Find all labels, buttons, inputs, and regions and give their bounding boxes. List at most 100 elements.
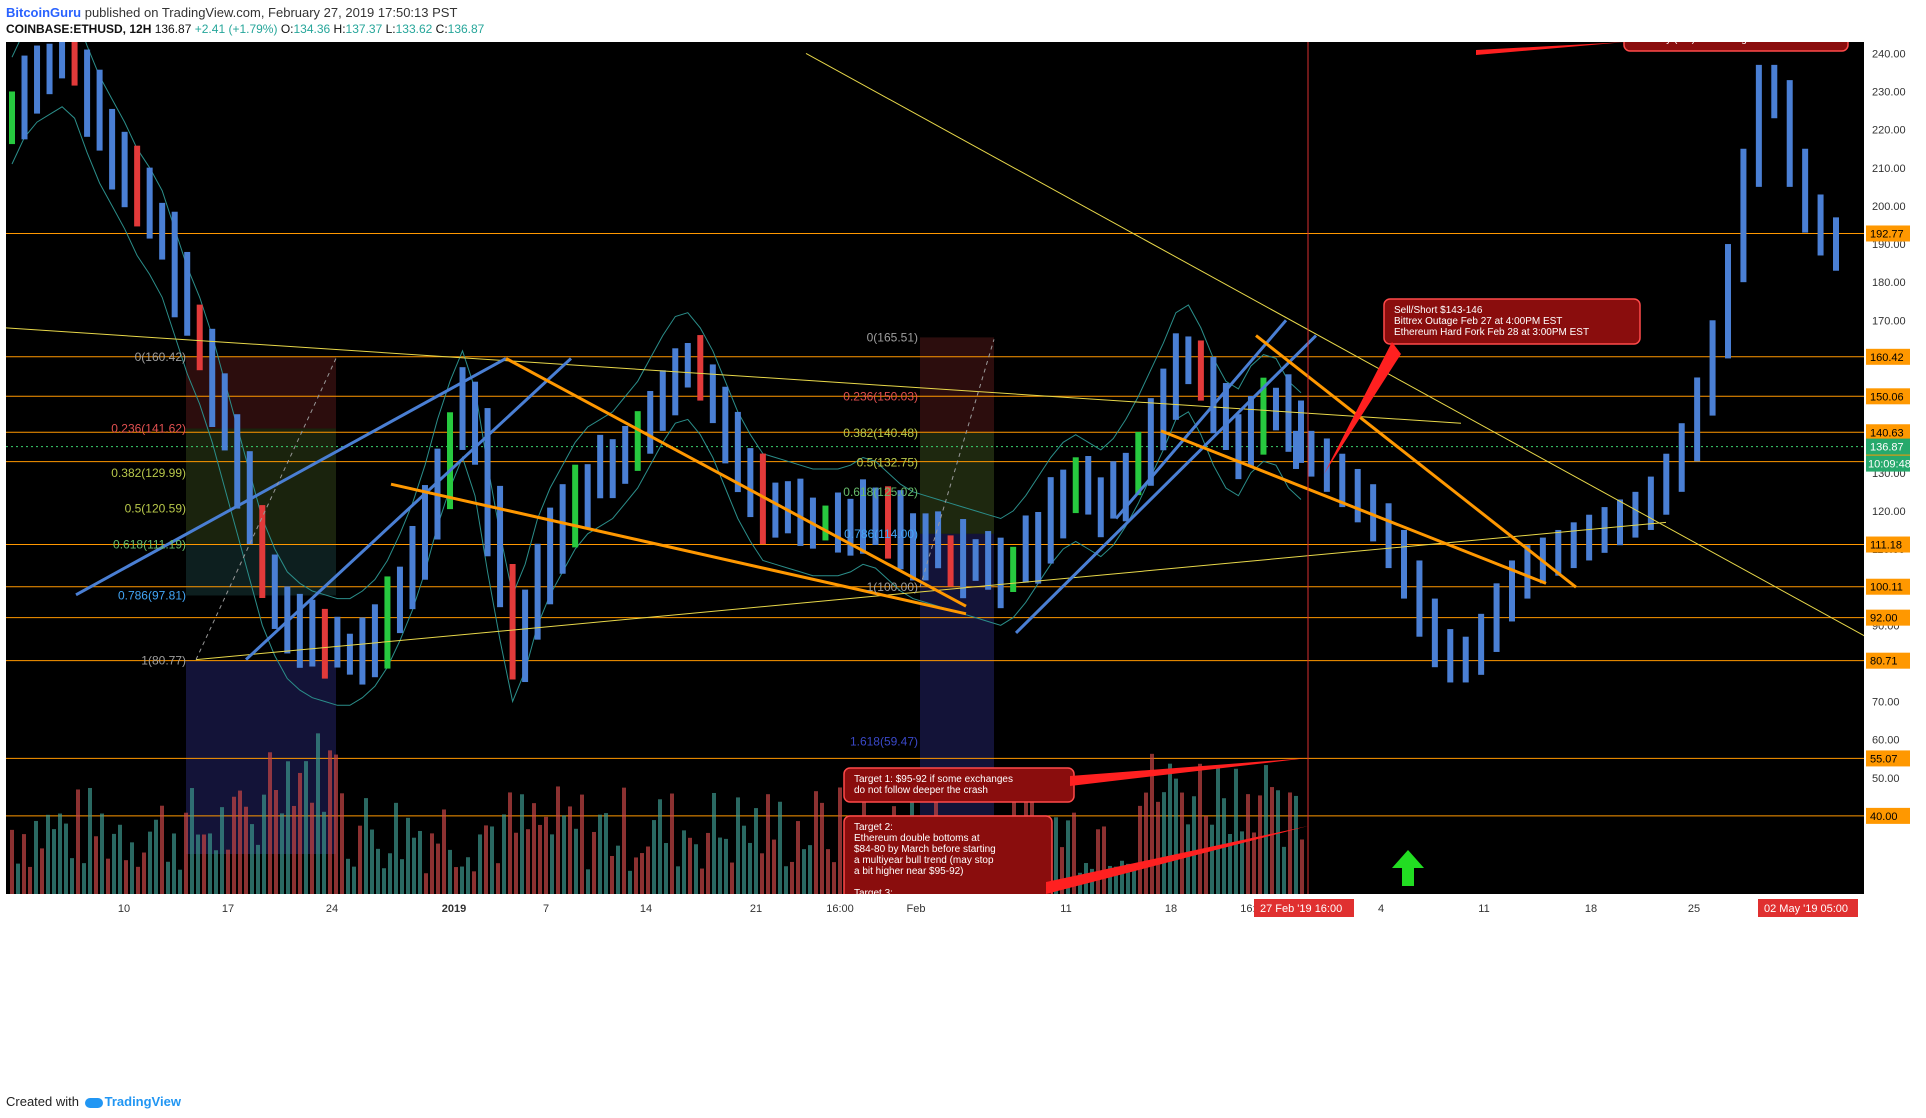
fib-zone-red	[186, 356, 336, 429]
projection-bar	[1308, 430, 1315, 477]
price-bar	[697, 335, 704, 401]
volume-bar	[424, 873, 428, 894]
price-chart[interactable]: 0(160.42) 0.236(141.62) 0.382(129.99) 0.5(1…	[6, 42, 1912, 1082]
price-bar	[296, 593, 303, 668]
time-marker-tag	[1254, 899, 1354, 917]
price-bar	[1047, 477, 1054, 564]
volume-bar	[394, 802, 398, 894]
price-bar	[221, 373, 228, 451]
volume-bar	[244, 806, 248, 894]
price-level-tag	[1866, 652, 1910, 669]
volume-bar	[286, 761, 290, 894]
price-bar	[1298, 400, 1304, 463]
volume-bar	[610, 855, 614, 894]
volume-bar	[310, 802, 314, 894]
x-tick-label: 10	[118, 903, 130, 915]
projection-bar	[1709, 320, 1716, 416]
volume-bar	[682, 830, 686, 894]
volume-bar	[658, 799, 662, 894]
price-bar	[709, 364, 716, 424]
price-bar	[259, 505, 266, 598]
price-bar	[872, 487, 879, 546]
volume-bar	[94, 836, 98, 894]
y-tick-label: 70.00	[1872, 697, 1900, 709]
volume-bar	[442, 809, 446, 894]
projection-bar	[1339, 453, 1346, 508]
volume-bar	[1240, 831, 1244, 894]
price-bar	[497, 485, 504, 608]
volume-bar	[262, 794, 266, 894]
low-value: 133.62	[395, 22, 433, 36]
volume-bar	[1282, 846, 1286, 894]
volume-bar	[154, 819, 158, 894]
y-tick-label: 180.00	[1872, 277, 1906, 289]
volume-bar	[652, 820, 656, 894]
price-bar	[1222, 383, 1229, 450]
price-bar	[1172, 333, 1179, 420]
volume-bar	[412, 837, 416, 894]
fib-mid-label: 0.236(150.03)	[843, 389, 918, 403]
price-bar	[359, 617, 366, 685]
volume-bar	[574, 828, 578, 894]
price-bar	[684, 343, 691, 388]
price-bar	[534, 543, 541, 640]
volume-bar	[532, 803, 536, 894]
annotation-text: a multiyear bull trend (may stop	[854, 855, 994, 866]
close-value: 136.87	[447, 22, 485, 36]
price-bar	[1160, 368, 1167, 451]
volume-bar	[496, 863, 500, 894]
open-value: 134.36	[293, 22, 331, 36]
price-bar	[409, 525, 416, 610]
author-link[interactable]: BitcoinGuru	[6, 5, 82, 20]
volume-bar	[730, 862, 734, 894]
time-marker-tag	[1758, 899, 1858, 917]
fib-diagonal-line	[919, 339, 995, 588]
volume-bar	[466, 857, 470, 894]
fib-mid-label: 1.618(59.47)	[850, 735, 918, 749]
volume-bar	[604, 813, 608, 894]
volume-bar	[1204, 815, 1208, 894]
volume-bar	[760, 853, 764, 894]
orange-wedge-line	[505, 357, 967, 608]
projection-bar	[1462, 636, 1469, 683]
volume-bar	[430, 833, 434, 894]
x-tick-label: Feb	[907, 903, 926, 915]
tradingview-brand[interactable]: TradingView	[104, 1094, 181, 1109]
volume-bar	[322, 811, 326, 894]
price-level-tag	[1866, 348, 1910, 365]
volume-bar	[796, 821, 800, 894]
blue-channel-line	[1014, 334, 1318, 634]
volume-bar	[742, 825, 746, 894]
projection-bar	[1555, 529, 1562, 576]
volume-bar	[268, 752, 272, 894]
symbol-name: COINBASE:ETHUSD, 12H	[6, 22, 152, 36]
volume-bar	[1270, 787, 1274, 894]
volume-bar	[664, 843, 668, 894]
volume-bar	[838, 787, 842, 894]
price-bar	[184, 251, 191, 336]
fib-mid-label: 0.786(114.00)	[844, 527, 918, 541]
x-tick-label: 14	[640, 903, 652, 915]
volume-bar	[1156, 801, 1160, 894]
price-bar	[784, 481, 791, 534]
volume-bar	[304, 761, 308, 894]
price-bar	[647, 390, 654, 454]
projection-bar	[1323, 438, 1330, 492]
price-bar	[634, 411, 641, 471]
volume-bar	[550, 834, 554, 894]
volume-bar	[514, 832, 518, 894]
annotation-text: Target 2:	[854, 822, 893, 833]
volume-bar	[82, 863, 86, 894]
price-bar	[46, 43, 53, 95]
y-tick-label: 220.00	[1872, 125, 1906, 137]
price-bar	[9, 91, 15, 145]
projection-bar	[1478, 613, 1485, 675]
price-bar	[109, 108, 116, 190]
projection-bar	[1385, 503, 1392, 569]
volume-bar	[1120, 860, 1124, 894]
volume-bar	[1126, 863, 1130, 894]
price-bar	[1122, 452, 1129, 522]
volume-bar	[478, 834, 482, 894]
volume-bar	[754, 808, 758, 894]
volume-bar	[748, 842, 752, 894]
